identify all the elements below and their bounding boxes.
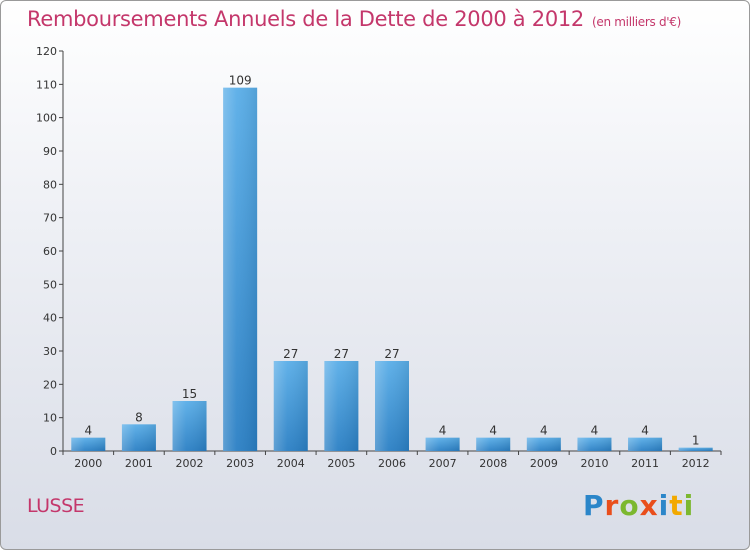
data-label: 27 <box>384 347 399 361</box>
data-label: 109 <box>229 74 252 88</box>
bars-group <box>71 87 713 452</box>
data-label: 4 <box>84 424 92 438</box>
chart-title: Remboursements Annuels de la Dette de 20… <box>27 7 681 31</box>
x-tick-label: 2000 <box>74 457 102 470</box>
x-tick-label: 2010 <box>580 457 608 470</box>
x-tick-label: 2003 <box>226 457 254 470</box>
y-tick-label: 10 <box>43 412 57 425</box>
y-tick-label: 100 <box>36 112 57 125</box>
bar-shine <box>324 361 359 451</box>
bar-shine <box>476 437 511 451</box>
data-label: 4 <box>489 424 497 438</box>
x-tick-label: 2005 <box>327 457 355 470</box>
x-tick-label: 2009 <box>530 457 558 470</box>
y-tick-label: 90 <box>43 145 57 158</box>
bar-shine <box>223 87 258 452</box>
data-label: 27 <box>334 347 349 361</box>
proxiti-logo: Proxiti <box>583 489 695 522</box>
y-tick-label: 120 <box>36 45 57 58</box>
value-labels-group: 2000 4 2001 8 2002 15 2003 109 2004 27 2005 27 2006 2… <box>74 74 709 470</box>
y-tick-label: 80 <box>43 178 57 191</box>
bar-shine <box>425 437 460 451</box>
bar-shine <box>375 361 409 451</box>
bar-shine <box>628 437 663 451</box>
y-tick-label: 40 <box>43 312 57 325</box>
y-tick-label: 30 <box>43 345 57 358</box>
y-tick-label: 60 <box>43 245 57 258</box>
data-label: 4 <box>439 424 447 438</box>
data-label: 1 <box>692 434 700 448</box>
bar-shine <box>121 424 156 451</box>
bar-shine <box>526 437 561 451</box>
y-tick-label: 50 <box>43 278 57 291</box>
chart-title-text: Remboursements Annuels de la Dette de 20… <box>27 7 584 31</box>
x-tick-label: 2012 <box>682 457 710 470</box>
x-tick-label: 2011 <box>631 457 659 470</box>
data-label: 4 <box>591 424 599 438</box>
chart-subtitle: (en milliers d'€) <box>592 15 682 29</box>
x-tick-label: 2002 <box>176 457 204 470</box>
data-label: 15 <box>182 387 197 401</box>
y-tick-label: 0 <box>50 445 57 458</box>
bar-shine <box>273 361 308 451</box>
x-tick-label: 2004 <box>277 457 305 470</box>
x-tick-label: 2001 <box>125 457 153 470</box>
bar-shine <box>71 437 106 451</box>
x-tick-label: 2007 <box>429 457 457 470</box>
data-label: 8 <box>135 410 143 424</box>
y-tick-label: 110 <box>36 78 57 91</box>
x-tick-label: 2008 <box>479 457 507 470</box>
commune-name: LUSSE <box>27 495 85 517</box>
bar-shine <box>577 437 612 451</box>
data-label: 4 <box>641 424 649 438</box>
data-label: 27 <box>283 347 298 361</box>
bar-shine <box>172 401 207 451</box>
data-label: 4 <box>540 424 548 438</box>
y-tick-label: 70 <box>43 212 57 225</box>
y-tick-label: 20 <box>43 378 57 391</box>
bar-shine <box>678 447 713 451</box>
x-tick-label: 2006 <box>378 457 406 470</box>
